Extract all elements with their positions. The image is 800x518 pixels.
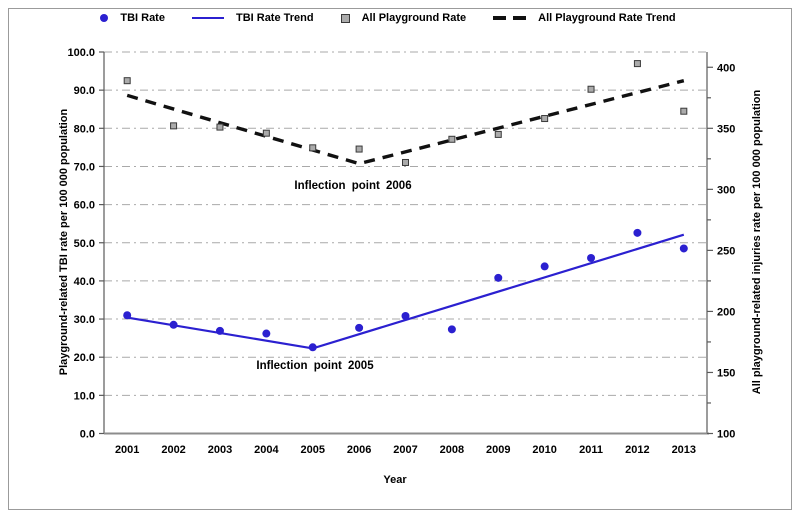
annotation-inflection-2006: Inflection point 2006 [294, 180, 412, 192]
left-tick-label: 40.0 [74, 276, 95, 288]
x-tick-label: 2011 [579, 444, 603, 456]
tbi-rate-point [262, 329, 271, 338]
tbi-rate-point [169, 320, 178, 329]
legend-label: TBI Rate [120, 12, 165, 24]
all-playground-rate-point [123, 77, 131, 85]
left-tick-label: 30.0 [74, 314, 95, 326]
left-tick-label: 100.0 [67, 47, 95, 59]
left-tick-label: 80.0 [74, 123, 95, 135]
tbi-rate-point [494, 273, 503, 282]
right-tick-label: 150 [717, 367, 735, 379]
right-tick-label: 400 [717, 62, 735, 74]
right-tick-label: 300 [717, 184, 735, 196]
legend-item-tbi-rate-trend: TBI Rate Trend [191, 12, 314, 24]
x-tick-label: 2009 [486, 444, 510, 456]
all-playground-rate-point [216, 123, 224, 131]
x-tick-label: 2003 [208, 444, 232, 456]
x-tick-label: 2007 [393, 444, 417, 456]
left-tick-label: 0.0 [80, 429, 95, 441]
tbi-rate-point [447, 325, 456, 334]
figure-border [8, 8, 792, 510]
tbi-rate-point [308, 343, 317, 352]
right-tick-label: 200 [717, 306, 735, 318]
legend-item-tbi-rate: TBI Rate [100, 12, 165, 24]
tbi-rate-point [123, 311, 132, 320]
all-playground-rate-point [355, 145, 363, 153]
tbi-rate-point [540, 262, 549, 271]
all-playground-rate-point [587, 85, 595, 93]
left-tick-label: 60.0 [74, 200, 95, 212]
left-y-axis-title: Playground-related TBI rate per 100 000 … [58, 108, 70, 376]
all-playground-rate-point [309, 144, 317, 152]
tbi-rate-point [401, 311, 410, 320]
tbi-rate-point [587, 254, 596, 263]
x-tick-label: 2005 [300, 444, 324, 456]
tbi-rate-point [355, 323, 364, 332]
all-playground-rate-point [541, 115, 549, 123]
x-tick-label: 2010 [532, 444, 556, 456]
tbi-rate-point [215, 326, 224, 335]
x-tick-label: 2004 [254, 444, 279, 456]
x-tick-label: 2001 [115, 444, 139, 456]
right-tick-label: 250 [717, 245, 735, 257]
all-playground-rate-point [680, 107, 688, 115]
legend: TBI Rate TBI Rate Trend All Playground R… [0, 10, 788, 26]
left-tick-label: 90.0 [74, 85, 95, 97]
x-tick-label: 2013 [672, 444, 696, 456]
line-marker-icon [191, 16, 224, 20]
all-playground-rate-point [262, 129, 270, 137]
left-tick-label: 50.0 [74, 238, 95, 250]
left-tick-label: 10.0 [74, 390, 95, 402]
right-tick-label: 100 [717, 429, 735, 441]
x-tick-label: 2002 [161, 444, 185, 456]
left-tick-label: 20.0 [74, 352, 95, 364]
legend-item-all-playground-rate-trend: All Playground Rate Trend [493, 12, 676, 24]
legend-item-all-playground-rate: All Playground Rate [340, 12, 467, 24]
left-tick-label: 70.0 [74, 161, 95, 173]
all-playground-rate-point [494, 130, 502, 138]
annotation-inflection-2005: Inflection point 2005 [256, 360, 374, 372]
tbi-rate-trend-line [127, 233, 685, 350]
square-marker-icon [340, 13, 350, 23]
x-tick-label: 2008 [440, 444, 464, 456]
all-playground-rate-point [170, 122, 178, 130]
legend-label: All Playground Rate [361, 12, 467, 24]
x-tick-label: 2012 [625, 444, 649, 456]
right-y-axis-title: All playground-related injuries rate per… [751, 89, 763, 395]
all-playground-rate-point [402, 158, 409, 166]
right-tick-label: 350 [717, 123, 735, 135]
circle-marker-icon [100, 14, 109, 22]
x-tick-label: 2006 [347, 444, 371, 456]
dashed-line-marker-icon [493, 16, 527, 20]
all-playground-rate-point [448, 135, 456, 143]
legend-label: TBI Rate Trend [235, 12, 314, 24]
legend-label: All Playground Rate Trend [538, 12, 676, 24]
all-playground-rate-point [633, 60, 641, 68]
x-axis-title: Year [383, 474, 407, 486]
tbi-rate-point [679, 244, 688, 253]
all-playground-rate-trend-line [126, 79, 685, 166]
tbi-rate-point [633, 228, 642, 237]
